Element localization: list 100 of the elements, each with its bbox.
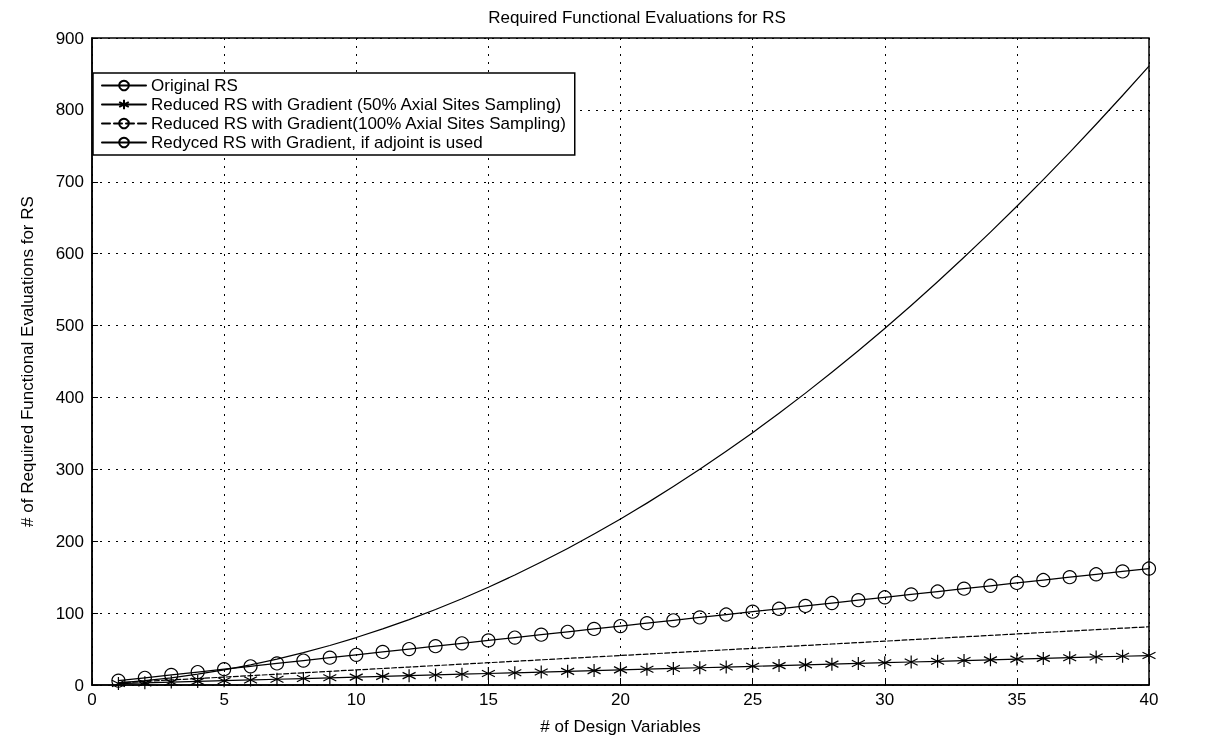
point (481, 633, 496, 648)
point (1115, 564, 1130, 579)
legend-label: Reduced RS with Gradient (50% Axial Sites Sampling) (151, 95, 562, 114)
point (164, 675, 179, 690)
point (1089, 649, 1104, 665)
point (956, 581, 972, 596)
point (164, 667, 179, 683)
point (1009, 652, 1024, 667)
point (771, 601, 787, 616)
point (534, 664, 549, 680)
x-tick-label: 40 (1139, 690, 1159, 709)
point (349, 647, 364, 662)
point (692, 660, 707, 675)
point (771, 658, 787, 673)
point (1115, 649, 1130, 664)
point (560, 664, 575, 679)
point (798, 657, 813, 672)
y-tick-label: 300 (55, 459, 84, 479)
point (1141, 561, 1157, 576)
point (375, 669, 390, 684)
y-tick-label: 600 (55, 244, 84, 264)
y-tick-label: 900 (55, 28, 84, 48)
y-tick-label: 200 (55, 531, 84, 551)
point (269, 656, 285, 671)
x-tick-label: 10 (346, 690, 366, 709)
y-axis-title: # of Required Functional Evaluations for RS (18, 196, 37, 527)
point (507, 665, 522, 680)
y-tick-label: 0 (74, 675, 84, 695)
y-tick-label: 800 (55, 100, 84, 120)
point (1062, 650, 1077, 665)
x-tick-label: 5 (219, 690, 229, 709)
point (375, 644, 390, 660)
point (851, 656, 866, 671)
point (745, 659, 760, 674)
point (322, 670, 337, 685)
x-tick-label: 30 (875, 690, 895, 709)
y-tick-label: 400 (55, 387, 84, 407)
point (534, 627, 549, 642)
y-tick-label: 100 (55, 603, 84, 623)
point (798, 598, 813, 614)
y-tick-label: 500 (55, 316, 84, 336)
point (613, 662, 628, 677)
point (428, 639, 443, 654)
point (719, 659, 734, 675)
x-tick-label: 15 (478, 690, 498, 709)
point (824, 595, 839, 611)
point (243, 672, 258, 688)
point (1009, 575, 1024, 591)
point (904, 654, 919, 670)
point (1089, 567, 1104, 582)
point (666, 613, 681, 628)
point (402, 668, 417, 683)
point (877, 655, 892, 670)
point (296, 653, 311, 668)
point (454, 667, 470, 682)
point (851, 593, 866, 608)
chart-title: Required Functional Evaluations for RS (488, 8, 786, 27)
point (269, 672, 285, 687)
point (719, 607, 734, 622)
point (904, 587, 919, 602)
point (1062, 570, 1077, 585)
point (956, 653, 972, 668)
point (454, 636, 470, 651)
point (217, 662, 232, 677)
point (877, 590, 892, 605)
point (586, 621, 602, 637)
point (983, 652, 998, 667)
point (930, 654, 945, 669)
point (983, 578, 998, 593)
point (930, 584, 945, 599)
point (190, 674, 205, 689)
point (692, 610, 707, 625)
point (190, 664, 205, 680)
x-tick-label: 25 (743, 690, 763, 709)
point (349, 669, 364, 685)
point (639, 616, 655, 631)
point (560, 624, 575, 639)
point (1141, 648, 1157, 663)
y-tick-label: 700 (55, 172, 84, 192)
point (428, 667, 443, 683)
legend-label: Reduced RS with Gradient(100% Axial Sites Sampling) (151, 114, 566, 133)
point (243, 659, 258, 674)
point (322, 650, 337, 665)
point (586, 663, 602, 678)
point (507, 630, 522, 645)
point (745, 604, 760, 619)
legend-label: Original RS (151, 76, 238, 95)
point (296, 671, 311, 686)
point (1036, 572, 1051, 588)
x-axis-title: # of Design Variables (540, 717, 701, 736)
point (481, 666, 496, 681)
x-tick-label: 0 (87, 690, 97, 709)
point (639, 662, 655, 677)
legend-label: Redyced RS with Gradient, if adjoint is used (151, 133, 483, 152)
x-tick-label: 20 (611, 690, 630, 709)
x-tick-label: 35 (1007, 690, 1027, 709)
point (666, 661, 681, 676)
point (402, 641, 417, 657)
point (824, 657, 839, 672)
point (613, 618, 628, 634)
